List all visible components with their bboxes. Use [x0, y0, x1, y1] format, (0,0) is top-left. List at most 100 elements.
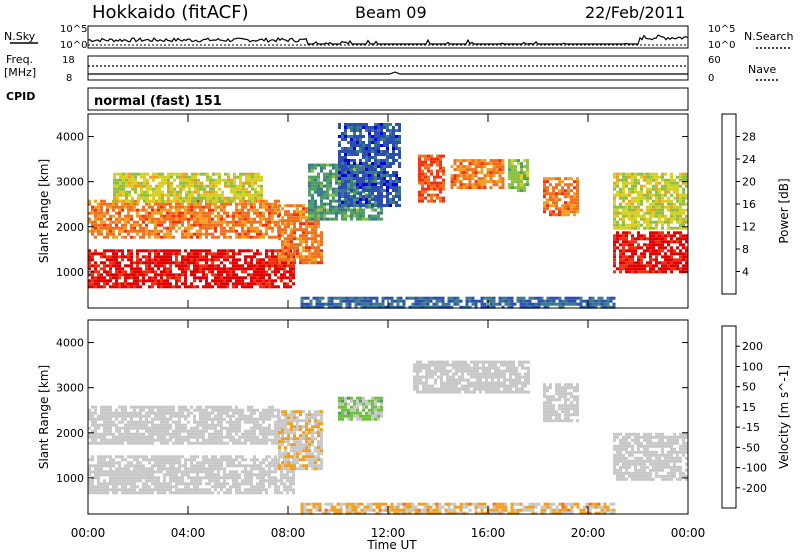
- heatmap-cell: [140, 196, 143, 200]
- heatmap-cell: [169, 217, 172, 221]
- heatmap-cell: [274, 279, 277, 283]
- heatmap-cell: [100, 232, 103, 236]
- heatmap-cell: [646, 249, 649, 253]
- heatmap-cell: [265, 282, 268, 286]
- heatmap-cell: [317, 175, 320, 179]
- heatmap-cell: [292, 488, 295, 492]
- heatmap-cell: [199, 214, 202, 218]
- heatmap-cell: [652, 178, 655, 182]
- heatmap-cell: [682, 181, 685, 185]
- heatmap-cell: [389, 138, 392, 141]
- heatmap-cell: [392, 138, 395, 141]
- heatmap-cell: [383, 144, 386, 147]
- heatmap-cell: [308, 193, 311, 197]
- heatmap-cell: [558, 207, 561, 211]
- heatmap-cell: [323, 175, 326, 179]
- heatmap-cell: [229, 214, 232, 218]
- heatmap-cell: [287, 252, 290, 256]
- heatmap-cell: [631, 214, 634, 218]
- heatmap-cell: [679, 178, 682, 182]
- heatmap-cell: [549, 299, 553, 303]
- heatmap-cell: [492, 180, 496, 184]
- heatmap-cell: [667, 190, 670, 194]
- heatmap-cell: [217, 214, 220, 218]
- heatmap-cell: [511, 174, 514, 178]
- heatmap-cell: [365, 205, 368, 209]
- heatmap-cell: [184, 279, 187, 283]
- heatmap-cell: [182, 175, 185, 179]
- heatmap-cell: [235, 464, 238, 468]
- heatmap-cell: [381, 299, 385, 303]
- heatmap-cell: [573, 207, 576, 211]
- heatmap-cell: [151, 229, 154, 233]
- heatmap-cell: [326, 211, 329, 215]
- heatmap-cell: [284, 240, 287, 244]
- heatmap-cell: [664, 205, 667, 209]
- heatmap-cell: [214, 461, 217, 465]
- heatmap-cell: [152, 178, 155, 182]
- heatmap-cell: [161, 181, 164, 185]
- heatmap-cell: [628, 190, 631, 194]
- heatmap-cell: [88, 264, 91, 268]
- heatmap-cell: [136, 485, 139, 489]
- heatmap-cell: [127, 229, 130, 233]
- heatmap-cell: [112, 202, 115, 206]
- heatmap-cell: [514, 168, 517, 172]
- heatmap-cell: [265, 202, 268, 206]
- heatmap-cell: [259, 467, 262, 471]
- heatmap-cell: [139, 488, 142, 492]
- heatmap-cell: [347, 214, 350, 218]
- heatmap-cell: [366, 299, 370, 303]
- heatmap-cell: [508, 159, 511, 163]
- heatmap-cell: [160, 285, 163, 289]
- heatmap-cell: [250, 249, 253, 253]
- heatmap-cell: [374, 189, 377, 192]
- heatmap-cell: [347, 135, 350, 138]
- heatmap-cell: [175, 273, 178, 277]
- heatmap-cell: [649, 243, 652, 247]
- heatmap-cell: [296, 219, 299, 223]
- heatmap-cell: [121, 202, 124, 206]
- heatmap-cell: [215, 172, 218, 176]
- heatmap-cell: [94, 252, 97, 256]
- heatmap-cell: [347, 168, 350, 171]
- heatmap-cell: [439, 169, 442, 173]
- heatmap-cell: [682, 234, 685, 238]
- heatmap-cell: [383, 162, 386, 165]
- heatmap-cell: [643, 234, 646, 238]
- heatmap-cell: [296, 246, 299, 250]
- freq-label-2: [MHz]: [4, 66, 36, 79]
- heatmap-cell: [414, 296, 418, 300]
- heatmap-cell: [206, 184, 209, 188]
- heatmap-cell: [199, 217, 202, 221]
- heatmap-cell: [609, 299, 613, 303]
- heatmap-cell: [335, 178, 338, 182]
- heatmap-cell: [157, 470, 160, 474]
- heatmap-cell: [100, 273, 103, 277]
- heatmap-cell: [199, 223, 202, 227]
- heatmap-cell: [424, 166, 427, 170]
- heatmap-cell: [199, 270, 202, 274]
- heatmap-cell: [103, 211, 106, 215]
- heatmap-cell: [226, 229, 229, 233]
- heatmap-cell: [320, 166, 323, 170]
- heatmap-cell: [613, 246, 616, 250]
- heatmap-cell: [160, 273, 163, 277]
- heatmap-cell: [208, 464, 211, 468]
- heatmap-cell: [649, 172, 652, 176]
- heatmap-cell: [649, 196, 652, 200]
- heatmap-cell: [160, 217, 163, 221]
- heatmap-cell: [537, 299, 541, 303]
- heatmap-cell: [534, 305, 538, 309]
- heatmap-cell: [164, 178, 167, 182]
- heatmap-cell: [193, 214, 196, 218]
- heatmap-cell: [193, 479, 196, 483]
- heatmap-cell: [341, 186, 344, 189]
- heatmap-cell: [643, 214, 646, 218]
- heatmap-cell: [421, 199, 424, 203]
- heatmap-cell: [182, 184, 185, 188]
- heatmap-cell: [116, 199, 119, 203]
- heatmap-cell: [676, 196, 679, 200]
- heatmap-cell: [127, 491, 130, 495]
- heatmap-cell: [380, 171, 383, 174]
